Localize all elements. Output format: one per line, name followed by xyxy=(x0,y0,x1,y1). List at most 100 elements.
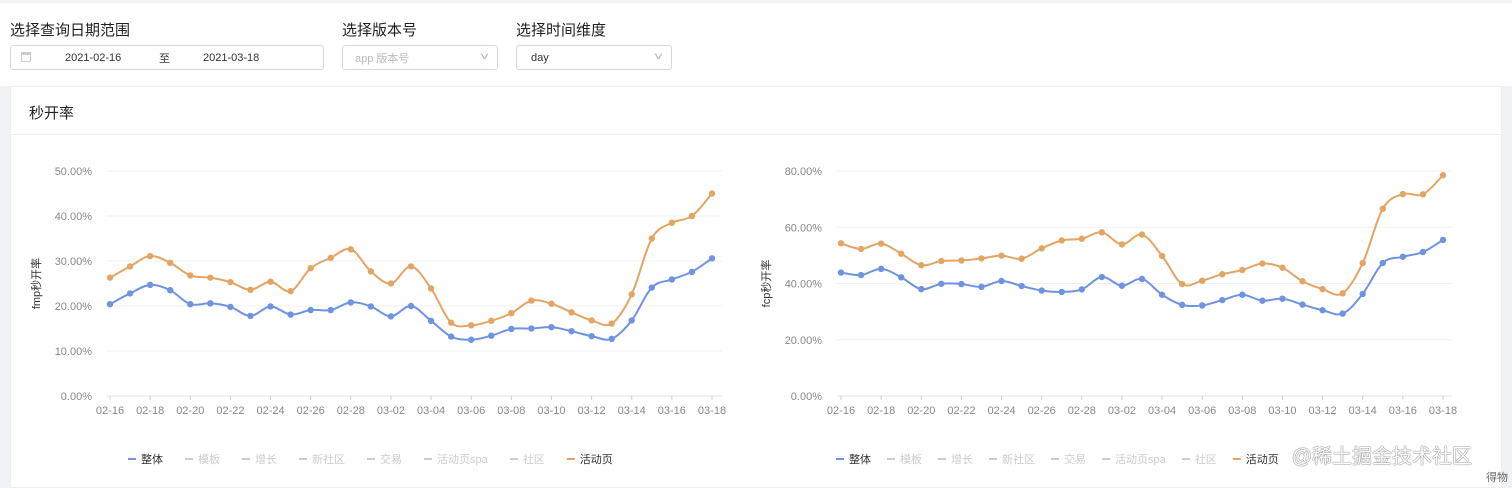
data-point xyxy=(1359,259,1366,267)
data-point xyxy=(588,317,595,324)
x-tick-label: 03-02 xyxy=(377,405,405,417)
data-point xyxy=(918,262,925,269)
data-point xyxy=(1379,259,1387,267)
data-point xyxy=(1138,275,1146,283)
x-tick-label: 03-06 xyxy=(457,405,485,417)
legend-item[interactable]: 整体 xyxy=(849,452,871,466)
data-point xyxy=(1439,236,1447,244)
legend-item[interactable]: 新社区 xyxy=(1002,452,1035,466)
data-point xyxy=(387,313,395,320)
legend-item[interactable]: 社区 xyxy=(1195,452,1217,466)
data-point xyxy=(307,306,314,314)
data-point xyxy=(898,274,905,281)
data-point xyxy=(247,312,254,320)
data-point xyxy=(1339,290,1346,297)
legend-item[interactable]: 活动页spa xyxy=(1115,453,1167,466)
data-point xyxy=(1178,301,1186,309)
data-point xyxy=(447,319,455,326)
data-point xyxy=(488,332,495,339)
legend-item[interactable]: 活动页spa xyxy=(437,453,489,466)
dimension-label: 选择时间维度 xyxy=(516,22,607,39)
legend-item[interactable]: 活动页 xyxy=(1246,453,1279,466)
data-point xyxy=(548,323,555,331)
x-tick-label: 03-14 xyxy=(1349,405,1377,417)
legend-item[interactable]: 整体 xyxy=(141,452,163,466)
data-point xyxy=(488,317,495,325)
data-point xyxy=(877,265,885,273)
x-tick-label: 03-18 xyxy=(1429,405,1457,417)
data-point xyxy=(227,303,234,311)
data-point xyxy=(1058,288,1065,296)
x-tick-label: 03-18 xyxy=(698,405,726,417)
data-point xyxy=(1018,282,1025,290)
dimension-select[interactable]: day v xyxy=(516,45,672,70)
data-point xyxy=(247,286,254,293)
legend-item[interactable]: 增长 xyxy=(255,452,277,466)
y-tick-label: 50.00% xyxy=(55,166,93,178)
x-tick-label: 02-22 xyxy=(216,405,244,417)
data-point xyxy=(978,283,985,291)
version-select[interactable]: app 版本号 v xyxy=(342,45,498,70)
date-start[interactable]: 2021-02-16 xyxy=(65,51,122,64)
y-tick-label: 0.00% xyxy=(791,391,822,403)
data-point xyxy=(187,301,194,308)
data-point xyxy=(508,310,515,317)
legend-item[interactable]: 活动页 xyxy=(580,453,613,466)
y-tick-label: 60.00% xyxy=(785,222,823,234)
data-point xyxy=(1299,301,1306,308)
data-point xyxy=(167,287,174,294)
y-tick-label: 30.00% xyxy=(55,256,93,268)
data-point xyxy=(688,212,696,220)
y-tick-label: 0.00% xyxy=(61,391,92,403)
data-point xyxy=(877,240,885,247)
x-tick-label: 03-14 xyxy=(618,405,646,417)
data-point xyxy=(528,325,535,332)
data-point xyxy=(958,280,965,288)
legend-item[interactable]: 新社区 xyxy=(312,452,345,466)
data-point xyxy=(1399,190,1407,198)
data-point xyxy=(407,302,415,310)
data-point xyxy=(588,332,595,340)
data-point xyxy=(1018,255,1025,262)
date-range-picker[interactable]: 2021-02-16 至 2021-03-18 xyxy=(10,45,324,70)
x-tick-label: 02-26 xyxy=(297,405,325,417)
data-point xyxy=(628,291,635,298)
data-point xyxy=(608,335,615,343)
data-point xyxy=(447,333,455,340)
y-axis-title: fmp秒开率 xyxy=(29,258,43,309)
data-point xyxy=(1279,264,1286,271)
data-point xyxy=(998,277,1005,285)
data-point xyxy=(668,276,676,283)
date-end[interactable]: 2021-03-18 xyxy=(203,51,260,64)
date-separator: 至 xyxy=(159,52,170,65)
legend-item[interactable]: 交易 xyxy=(1064,452,1086,466)
data-point xyxy=(1339,310,1346,317)
legend-item[interactable]: 模板 xyxy=(900,452,922,466)
x-tick-label: 03-16 xyxy=(1389,405,1417,417)
data-point xyxy=(126,263,134,270)
data-point xyxy=(568,309,575,316)
x-tick-label: 03-04 xyxy=(1148,405,1176,417)
filter-bar: 选择查询日期范围 2021-02-16 至 2021-03-18 选择版本号 a… xyxy=(0,0,1512,86)
data-point xyxy=(307,265,314,272)
data-point xyxy=(837,240,845,247)
legend-item[interactable]: 增长 xyxy=(951,452,973,466)
x-tick-label: 03-02 xyxy=(1108,405,1136,417)
data-point xyxy=(958,257,965,264)
x-tick-label: 03-12 xyxy=(578,405,606,417)
data-point xyxy=(1078,235,1086,242)
chevron-down-icon: v xyxy=(480,51,489,62)
x-tick-label: 02-26 xyxy=(1028,405,1056,417)
legend-item[interactable]: 交易 xyxy=(380,452,402,466)
legend-item[interactable]: 社区 xyxy=(523,452,545,466)
card-title: 秒开率 xyxy=(29,105,75,122)
legend-item[interactable]: 模板 xyxy=(198,452,220,466)
data-point xyxy=(1098,273,1106,281)
data-point xyxy=(1038,287,1045,294)
data-point xyxy=(608,320,615,327)
x-tick-label: 02-22 xyxy=(947,405,975,417)
data-point xyxy=(528,297,535,304)
data-point xyxy=(227,278,234,286)
data-point xyxy=(267,278,274,285)
data-point xyxy=(1138,231,1146,238)
